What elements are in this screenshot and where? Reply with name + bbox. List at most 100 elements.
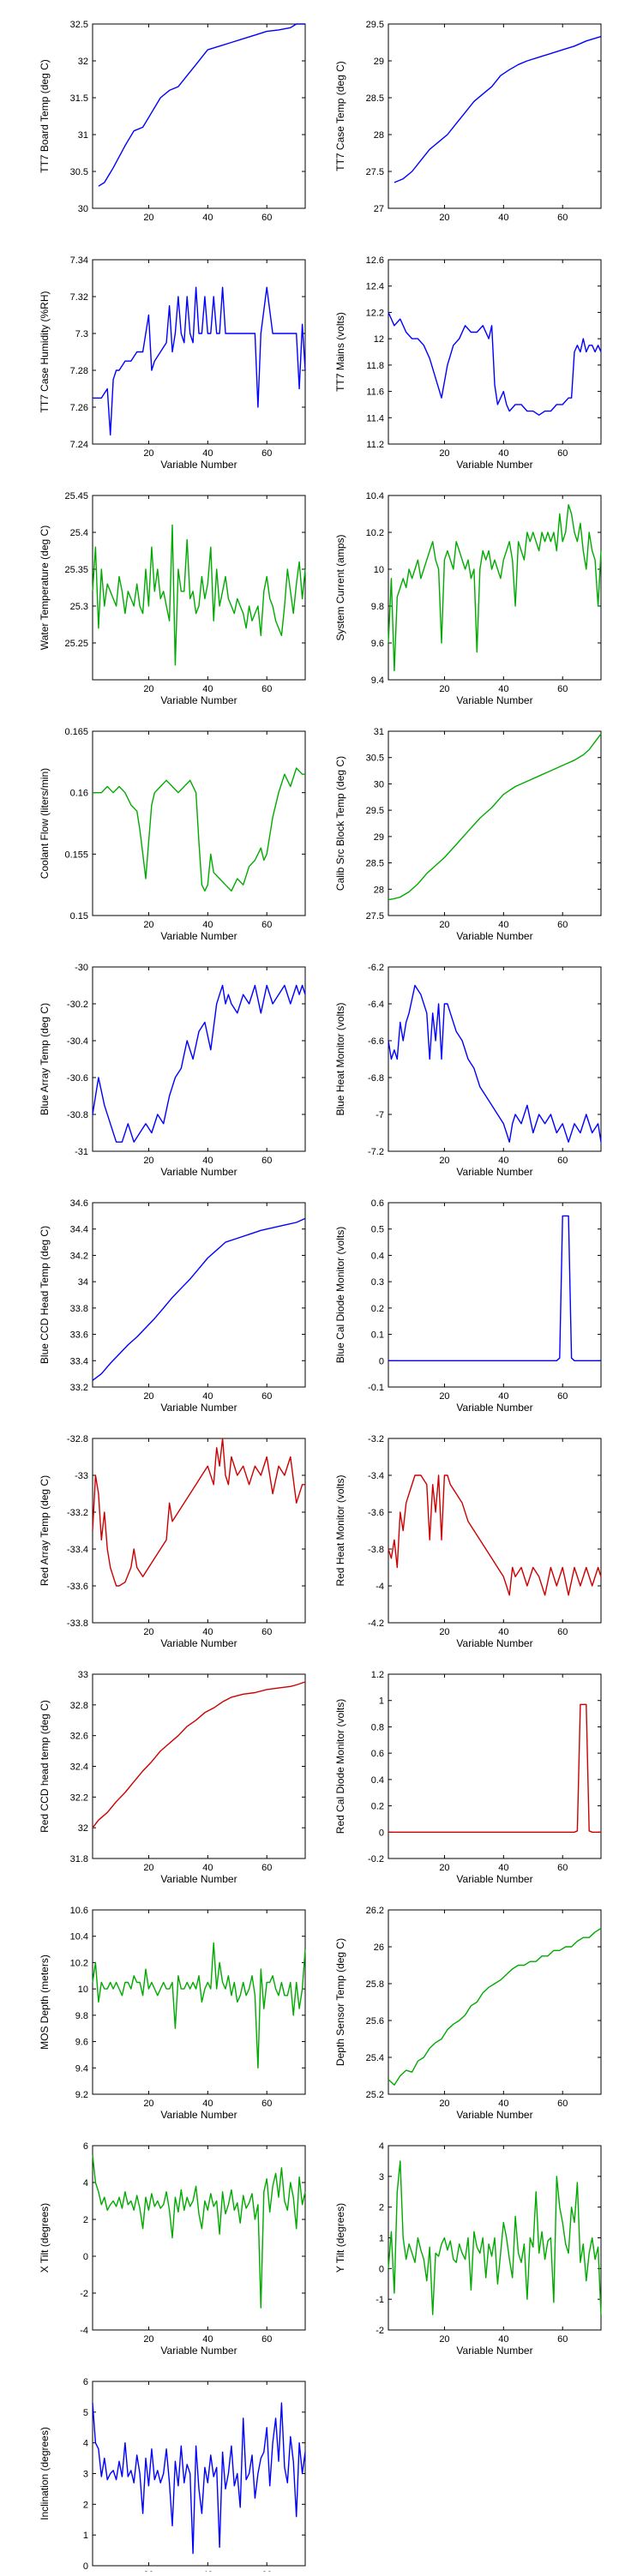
x-tick-label: 40: [202, 920, 213, 930]
plot-area: [92, 1909, 306, 2095]
series-line: [388, 504, 602, 671]
y-tick-label: -30.2: [67, 1000, 88, 1010]
y-axis-label: Calib Src Block Temp (deg C): [334, 756, 346, 891]
y-axis-label: TT7 Mains (volts): [334, 312, 346, 392]
y-tick-label: 10.4: [366, 491, 384, 501]
y-tick-label: 5: [83, 2408, 88, 2418]
series-line: [388, 1927, 602, 2087]
subplot-16: -0.2 0 0.2 0.4 0.6 0.8 1 1.2 20 40 60 Variable Numb…: [334, 1670, 602, 1885]
y-tick-label: 28: [374, 130, 384, 141]
y-tick-label: 0: [83, 2252, 88, 2262]
y-axis-label: Red CCD head temp (deg C): [39, 1700, 51, 1833]
series-line: [388, 312, 602, 416]
y-tick-label: -6.6: [368, 1036, 384, 1047]
series-line: [98, 23, 305, 187]
y-tick-label: 33.8: [70, 1304, 88, 1314]
series-line: [388, 733, 602, 901]
y-tick-label: 25.4: [366, 2053, 384, 2063]
y-tick-label: 0.165: [64, 727, 88, 737]
y-tick-label: 7.28: [70, 366, 88, 376]
x-tick-label: 60: [261, 684, 272, 694]
y-tick-label: 0.15: [70, 911, 88, 922]
y-tick-label: 12: [374, 334, 384, 345]
y-tick-label: -32.8: [67, 1434, 88, 1444]
plot-area: [92, 1202, 306, 1388]
subplot-21: 0123456204060Variable NumberInclination …: [39, 2377, 306, 2576]
y-tick-label: 9.4: [371, 676, 384, 686]
y-tick-label: 9.2: [75, 2090, 88, 2100]
x-tick-label: 60: [557, 448, 568, 459]
x-axis-label: Variable Number: [456, 1637, 532, 1649]
x-axis-label: Variable Number: [160, 1637, 237, 1649]
x-tick-label: 40: [498, 1391, 508, 1402]
y-tick-label: 32: [78, 1823, 88, 1834]
y-tick-label: -4: [80, 2326, 88, 2336]
x-tick-label: 60: [261, 2099, 272, 2109]
series-line: [92, 984, 306, 1143]
x-tick-label: 20: [143, 684, 153, 694]
y-tick-label: 7.24: [70, 440, 88, 450]
plot-area: [92, 966, 306, 1152]
y-tick-label: 9.6: [371, 639, 384, 649]
x-tick-label: 40: [498, 2099, 508, 2109]
subplot-17: 9.2 9.4 9.6 9.8 10 10.2 10.4 10.6 20 40 60 Variable…: [39, 1906, 306, 2121]
subplot-7: 0.15 0.155 0.16 0.165 20 40 60 Variable Number C…: [39, 727, 306, 942]
plot-area: [388, 966, 602, 1152]
series-line: [92, 524, 306, 666]
y-tick-label: -0.1: [368, 1383, 384, 1393]
y-tick-label: 32: [78, 57, 88, 67]
subplot-8: 27.5 28 28.5 29 29.5 30 30.5 31 20 40 60 Variable N…: [334, 727, 602, 942]
y-axis-label: Blue Array Temp (deg C): [39, 1003, 51, 1115]
y-axis-label: Red Cal Diode Monitor (volts): [334, 1699, 346, 1834]
y-tick-label: 32.2: [70, 1792, 88, 1803]
y-tick-label: 10.4: [70, 1932, 88, 1943]
y-tick-label: 32.4: [70, 1762, 88, 1773]
y-tick-label: 1.2: [371, 1670, 384, 1680]
y-tick-label: 10: [374, 565, 384, 575]
y-tick-label: -3.8: [368, 1545, 384, 1555]
x-tick-label: 20: [439, 448, 449, 459]
subplot-2: 27 27.5 28 28.5 29 29.5 20 40 60 TT7 Case Temp (d…: [334, 20, 602, 223]
y-tick-label: 12.6: [366, 255, 384, 266]
y-tick-label: 25.4: [70, 528, 88, 538]
y-tick-label: 25.3: [70, 602, 88, 612]
x-tick-label: 60: [261, 1156, 272, 1166]
y-tick-label: 0.3: [371, 1277, 384, 1288]
x-tick-label: 60: [557, 684, 568, 694]
plot-area: [388, 259, 602, 445]
x-axis-label: Variable Number: [456, 930, 532, 942]
series-line: [388, 1215, 601, 1362]
series-line: [92, 1217, 306, 1381]
x-tick-label: 60: [261, 1863, 272, 1873]
y-tick-label: -1: [376, 2295, 384, 2305]
y-axis-label: Y Tilt (degrees): [334, 2203, 346, 2273]
subplot-10: -7.2 -7 -6.8 -6.6 -6.4 -6.2 20 40 60 Variable Num…: [334, 963, 602, 1178]
y-tick-label: 7.32: [70, 292, 88, 303]
x-tick-label: 20: [439, 684, 449, 694]
subplot-1: 30 30.5 31 31.5 32 32.5 20 40 60 TT7 Board Temp (…: [39, 20, 306, 223]
y-axis-label: Blue Cal Diode Monitor (volts): [334, 1227, 346, 1363]
x-tick-label: 20: [439, 2099, 449, 2109]
y-tick-label: -33.6: [67, 1582, 88, 1592]
y-tick-label: 4: [83, 2178, 88, 2189]
y-tick-label: 33.2: [70, 1383, 88, 1393]
y-axis-label: TT7 Board Temp (deg C): [39, 59, 51, 173]
y-tick-label: 11.8: [366, 361, 384, 371]
y-tick-label: 0: [379, 1828, 384, 1838]
subplot-13: -33.8 -33.6 -33.4 -33.2 -33 -32.8 20 40 60 Variab…: [39, 1434, 306, 1649]
x-tick-label: 20: [439, 1156, 449, 1166]
y-axis-label: MOS Depth (meters): [39, 1955, 51, 2050]
x-axis-label: Variable Number: [456, 459, 532, 471]
y-tick-label: 31.5: [70, 93, 88, 104]
plot-area: [92, 23, 306, 209]
y-tick-label: 33.6: [70, 1330, 88, 1341]
x-axis-label: Variable Number: [160, 930, 237, 942]
plot-area: [388, 730, 602, 916]
y-tick-label: 29: [374, 832, 384, 843]
x-tick-label: 60: [261, 1391, 272, 1402]
y-tick-label: 6: [83, 2377, 88, 2387]
y-axis-label: Blue CCD Head Temp (deg C): [39, 1226, 51, 1364]
x-tick-label: 20: [143, 2099, 153, 2109]
y-tick-label: 3: [379, 2172, 384, 2183]
y-tick-label: -30: [75, 963, 88, 973]
